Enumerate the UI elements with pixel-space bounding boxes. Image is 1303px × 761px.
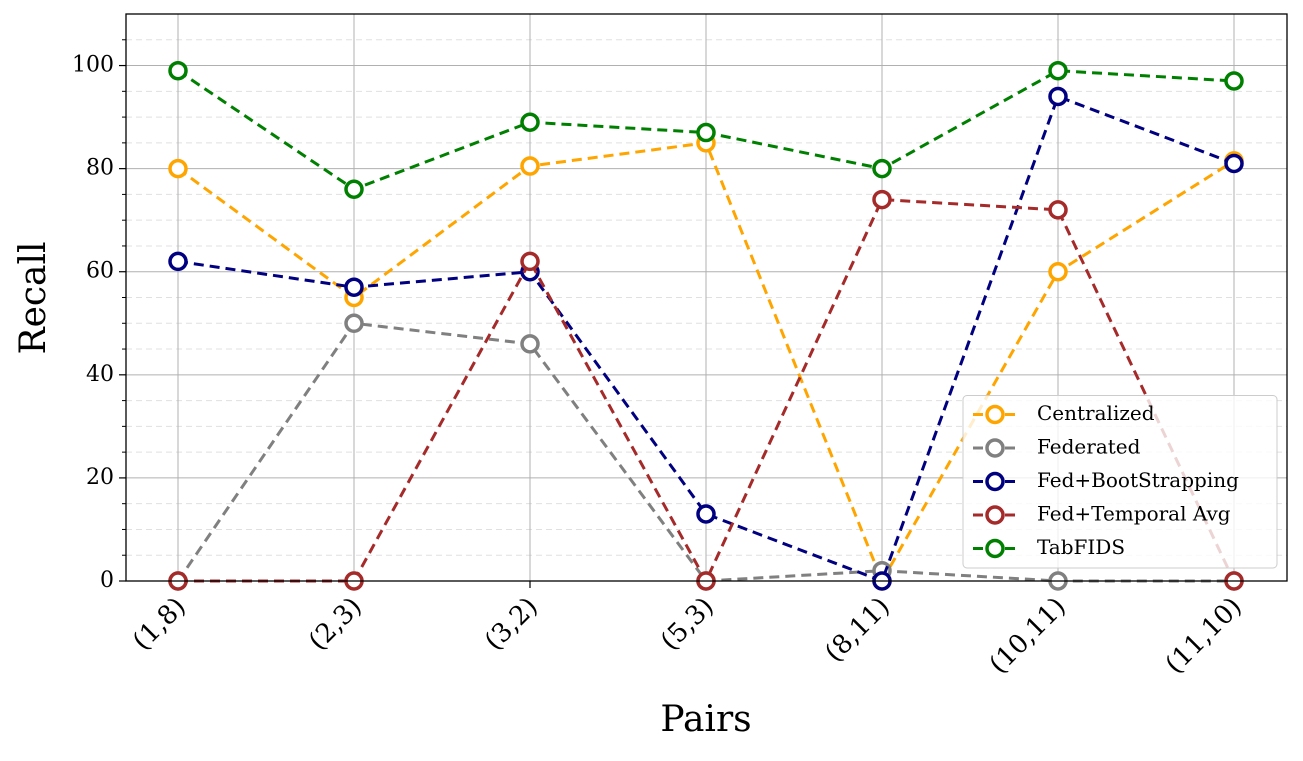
plot-frame bbox=[125, 13, 1288, 582]
data-point bbox=[872, 189, 892, 210]
legend-marker bbox=[985, 505, 1005, 525]
legend-marker bbox=[985, 538, 1005, 559]
data-point bbox=[872, 158, 892, 179]
data-point bbox=[344, 313, 364, 334]
data-point bbox=[696, 504, 716, 524]
y-axis-label: Recall bbox=[13, 241, 54, 354]
x-tick-label: (3,2) bbox=[479, 592, 544, 657]
x-axis-label: Pairs bbox=[660, 699, 751, 740]
y-tick-label: 60 bbox=[86, 259, 114, 284]
x-tick-label: (1,8) bbox=[127, 592, 192, 657]
y-tick-label: 20 bbox=[86, 465, 114, 490]
data-point bbox=[1048, 261, 1068, 282]
data-point bbox=[520, 251, 540, 272]
legend-marker bbox=[985, 404, 1005, 425]
data-point bbox=[1048, 200, 1068, 220]
data-point bbox=[168, 60, 188, 81]
legend-marker bbox=[985, 471, 1005, 492]
data-point bbox=[1048, 86, 1068, 107]
y-tick-label: 80 bbox=[86, 156, 114, 181]
x-tick-label: (2,3) bbox=[303, 592, 368, 657]
data-point bbox=[344, 179, 364, 200]
legend-label: Fed+Temporal Avg bbox=[1037, 502, 1231, 526]
legend-label: TabFIDS bbox=[1037, 535, 1125, 559]
x-tick-label: (10,11) bbox=[984, 592, 1072, 680]
data-point bbox=[1224, 153, 1244, 174]
data-point bbox=[168, 251, 188, 272]
data-point bbox=[168, 158, 188, 179]
data-point bbox=[1224, 71, 1244, 91]
x-tick-label: (8,11) bbox=[819, 592, 896, 669]
legend-box bbox=[962, 395, 1278, 569]
data-point bbox=[520, 112, 540, 132]
legend-label: Centralized bbox=[1037, 401, 1155, 425]
data-point bbox=[520, 334, 540, 354]
legend-label: Federated bbox=[1037, 435, 1141, 459]
legend-label: Fed+BootStrapping bbox=[1037, 468, 1239, 492]
y-tick-label: 100 bbox=[72, 53, 114, 78]
legend-marker bbox=[985, 438, 1005, 458]
x-tick-label: (11,10) bbox=[1160, 592, 1248, 680]
data-point bbox=[344, 277, 364, 297]
y-tick-label: 0 bbox=[100, 568, 114, 593]
data-point bbox=[1048, 60, 1068, 81]
y-tick-label: 40 bbox=[86, 362, 114, 387]
x-tick-label: (5,3) bbox=[655, 592, 720, 657]
data-point bbox=[520, 156, 540, 176]
data-point bbox=[696, 122, 716, 143]
